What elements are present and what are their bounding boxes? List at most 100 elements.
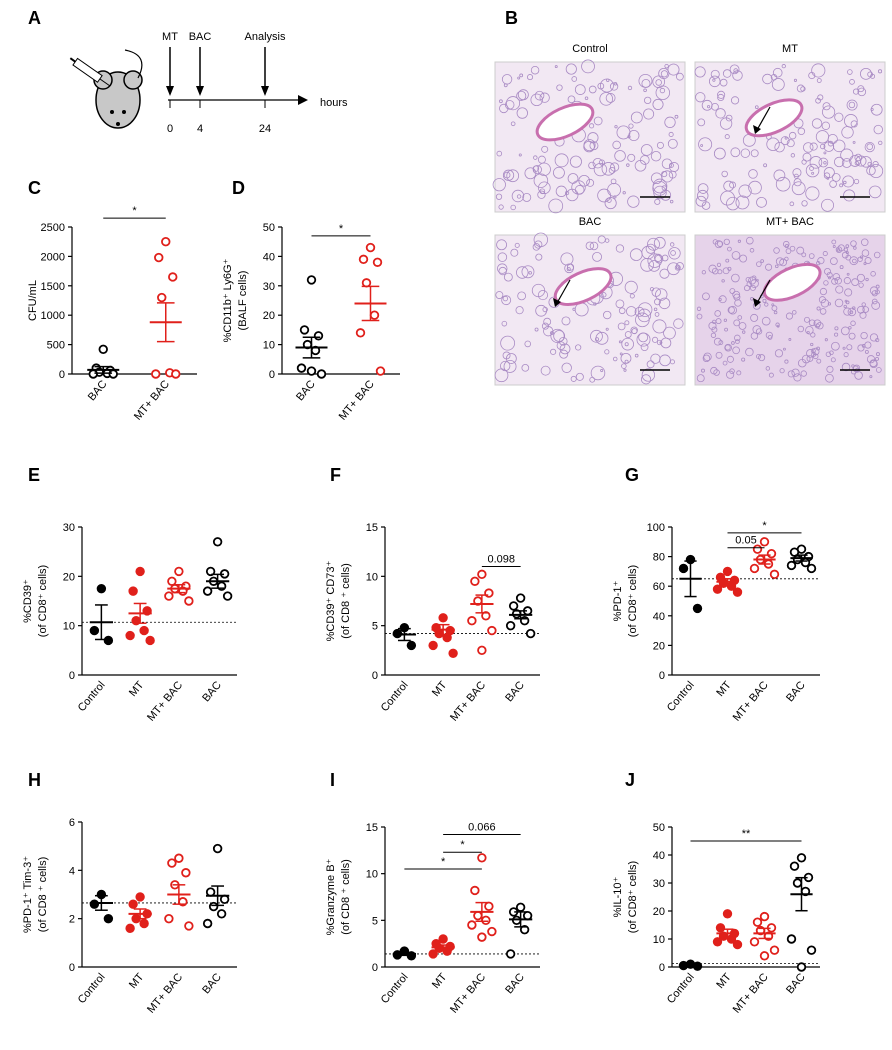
tissue-cell xyxy=(732,346,740,355)
data-point xyxy=(428,640,438,651)
tissue-cell xyxy=(810,332,816,338)
data-point xyxy=(766,548,777,559)
data-point xyxy=(692,603,703,614)
event-time: 4 xyxy=(197,123,203,135)
tissue-cell xyxy=(819,308,827,315)
tissue-cell xyxy=(606,78,610,82)
y-tick-label: 5 xyxy=(372,621,378,633)
tissue-cell xyxy=(500,335,516,351)
tissue-cell xyxy=(748,276,757,285)
tissue-cell xyxy=(843,307,852,316)
x-tick-label: BAC xyxy=(503,679,527,704)
tissue-cell xyxy=(869,359,878,368)
y-tick-label: 2 xyxy=(69,914,75,926)
tissue-cell xyxy=(797,127,806,135)
tissue-cell xyxy=(534,240,543,249)
tissue-cell xyxy=(634,353,639,358)
tissue-cell xyxy=(853,246,857,250)
tissue-cell xyxy=(607,182,622,197)
tissue-cell xyxy=(841,158,852,168)
tissue-cell xyxy=(871,301,881,310)
tissue-cell xyxy=(592,157,604,169)
tissue-cell xyxy=(522,192,532,202)
tissue-cell xyxy=(823,280,829,286)
tissue-cell xyxy=(735,195,750,210)
tissue-cell xyxy=(716,262,722,267)
data-point xyxy=(372,257,383,267)
tissue-cell xyxy=(822,251,828,257)
significance-label: * xyxy=(132,205,137,217)
tissue-cell xyxy=(505,96,521,111)
tissue-cell xyxy=(650,150,662,162)
tissue-cell xyxy=(652,98,664,110)
tissue-cell xyxy=(594,337,599,342)
y-tick-label: 80 xyxy=(653,552,665,564)
data-point xyxy=(375,366,386,376)
tissue-cell xyxy=(869,333,879,342)
data-point xyxy=(749,937,760,947)
tissue-cell xyxy=(773,310,778,315)
tissue-cell xyxy=(716,240,724,247)
tissue-cell xyxy=(711,326,718,333)
tissue-cell xyxy=(722,360,728,366)
data-point xyxy=(519,924,530,935)
data-point xyxy=(752,917,763,927)
tissue-cell xyxy=(710,69,720,79)
tissue-cell xyxy=(734,334,741,342)
tissue-cell xyxy=(641,374,652,385)
tissue-cell xyxy=(852,365,859,372)
tissue-cell xyxy=(721,170,728,178)
tissue-cell xyxy=(846,344,853,351)
tissue-cell xyxy=(655,85,671,100)
y-axis-label: (of CD8⁺ cells) xyxy=(627,565,639,637)
tissue-cell xyxy=(728,305,737,315)
data-point xyxy=(487,926,497,937)
tissue-cell xyxy=(652,178,668,194)
tissue-cell xyxy=(555,185,568,197)
tissue-cell xyxy=(830,357,836,363)
tissue-cell xyxy=(805,186,820,201)
tissue-cell xyxy=(715,351,723,359)
data-point xyxy=(167,858,177,868)
tissue-cell xyxy=(729,288,736,294)
tissue-cell xyxy=(815,97,821,104)
tissue-cell xyxy=(818,157,829,168)
tissue-cell xyxy=(537,155,546,164)
tissue-cell xyxy=(738,184,752,198)
panel-label: I xyxy=(330,770,335,790)
x-tick-label: Control xyxy=(665,679,697,714)
tissue-cell xyxy=(773,169,786,182)
data-point xyxy=(732,939,743,950)
data-point xyxy=(184,596,194,606)
tissue-cell xyxy=(840,148,854,162)
tissue-cell xyxy=(808,253,815,259)
tissue-cell xyxy=(624,331,632,338)
tissue-cell xyxy=(496,150,503,157)
tissue-cell xyxy=(510,121,516,127)
data-point xyxy=(358,254,369,265)
tissue-cell xyxy=(845,251,849,255)
tissue-cell xyxy=(540,365,551,376)
tissue-cell xyxy=(731,251,741,260)
tissue-cell xyxy=(748,180,762,195)
data-point xyxy=(732,587,743,597)
tissue-cell xyxy=(605,93,616,103)
data-point xyxy=(157,292,167,303)
data-point xyxy=(103,913,114,924)
y-tick-label: 20 xyxy=(263,310,275,322)
tissue-cell xyxy=(624,320,630,326)
x-tick-label: BAC xyxy=(503,971,527,996)
tissue-cell xyxy=(826,271,833,279)
tissue-cell xyxy=(658,297,671,310)
tissue-cell xyxy=(712,239,718,245)
tissue-cell xyxy=(791,181,806,196)
y-tick-label: 20 xyxy=(63,571,75,583)
x-tick-label: MT+ BAC xyxy=(337,378,377,423)
tissue-cell xyxy=(603,310,612,320)
tissue-cell xyxy=(637,308,652,323)
tissue-cell xyxy=(694,66,706,78)
tissue-cell xyxy=(781,64,786,69)
data-point xyxy=(202,918,213,929)
data-point xyxy=(139,625,149,636)
x-tick-label: MT+ BAC xyxy=(145,679,185,724)
